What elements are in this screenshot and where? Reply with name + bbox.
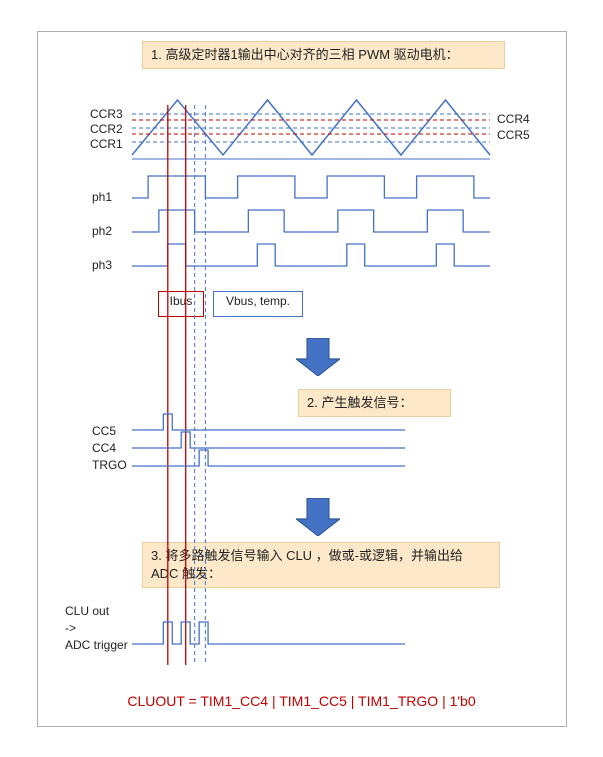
label-cc5: CC5 [92, 424, 116, 438]
formula-text: CLUOUT = TIM1_CC4 | TIM1_CC5 | TIM1_TRGO… [0, 693, 603, 709]
label-ccr2: CCR2 [90, 122, 123, 136]
label-ph2: ph2 [92, 224, 112, 238]
label-clu1: CLU out [65, 604, 109, 618]
label-ph3: ph3 [92, 258, 112, 272]
label-ccr4: CCR4 [497, 112, 530, 126]
label-ccr3: CCR3 [90, 107, 123, 121]
label-trgo: TRGO [92, 458, 127, 472]
label-ph1: ph1 [92, 190, 112, 204]
label-ccr1: CCR1 [90, 137, 123, 151]
label-cc4: CC4 [92, 441, 116, 455]
label-clu3: ADC trigger [65, 638, 128, 652]
label-clu2: -> [65, 621, 76, 635]
label-ccr5: CCR5 [497, 128, 530, 142]
